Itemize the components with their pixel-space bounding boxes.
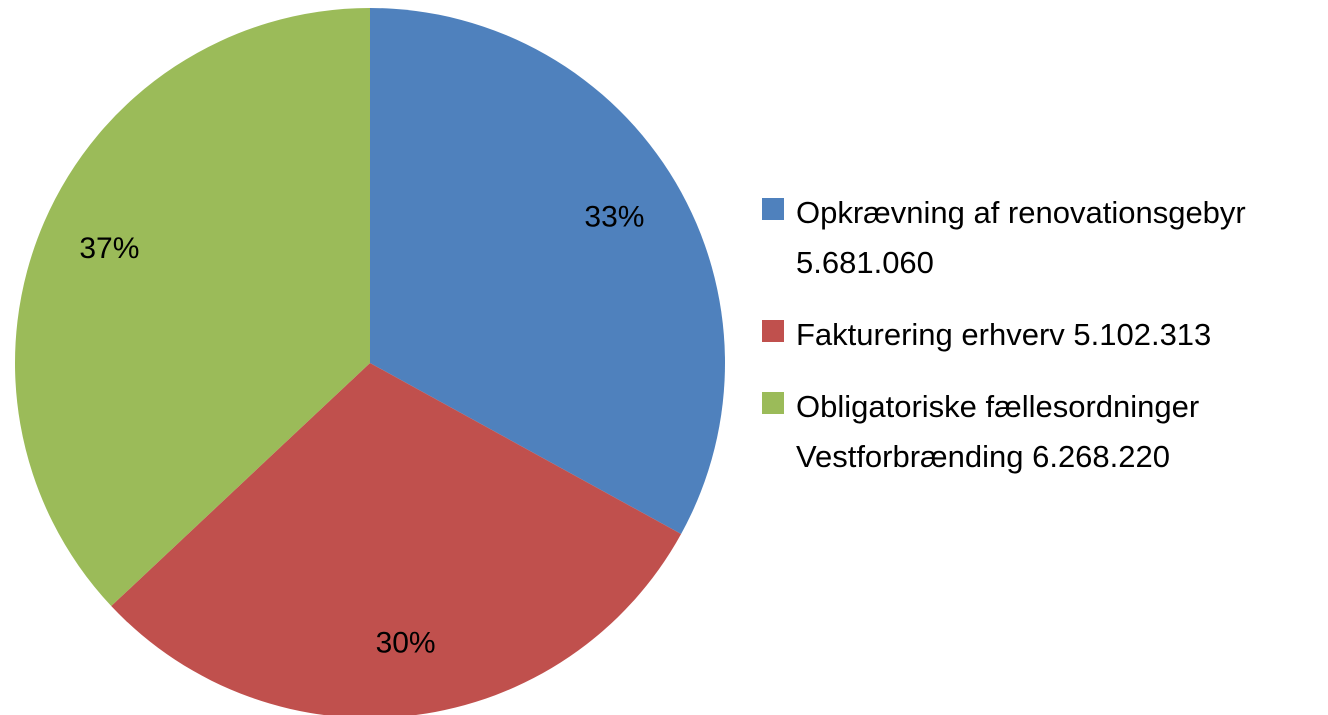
legend-swatch [762,198,784,220]
data-label: 30% [376,627,436,660]
legend-item: Opkrævning af renovationsgebyr 5.681.060 [762,188,1322,288]
pie-slice [370,8,725,535]
legend-swatch [762,392,784,414]
legend-label: Opkrævning af renovationsgebyr 5.681.060 [796,195,1246,280]
pie-chart: 33% 30% 37% [14,8,725,715]
pie-slice [111,363,682,715]
legend-label: Fakturering erhverv 5.102.313 [796,317,1212,352]
legend-item: Fakturering erhverv 5.102.313 [762,310,1322,360]
pie-slice [14,8,370,607]
data-label: 37% [79,232,139,265]
legend-swatch [762,320,784,342]
legend-label: Obligatoriske fællesordninger Vestforbræ… [796,389,1200,474]
legend: Opkrævning af renovationsgebyr 5.681.060… [762,188,1322,504]
legend-item: Obligatoriske fællesordninger Vestforbræ… [762,382,1322,482]
data-label: 33% [584,200,644,233]
